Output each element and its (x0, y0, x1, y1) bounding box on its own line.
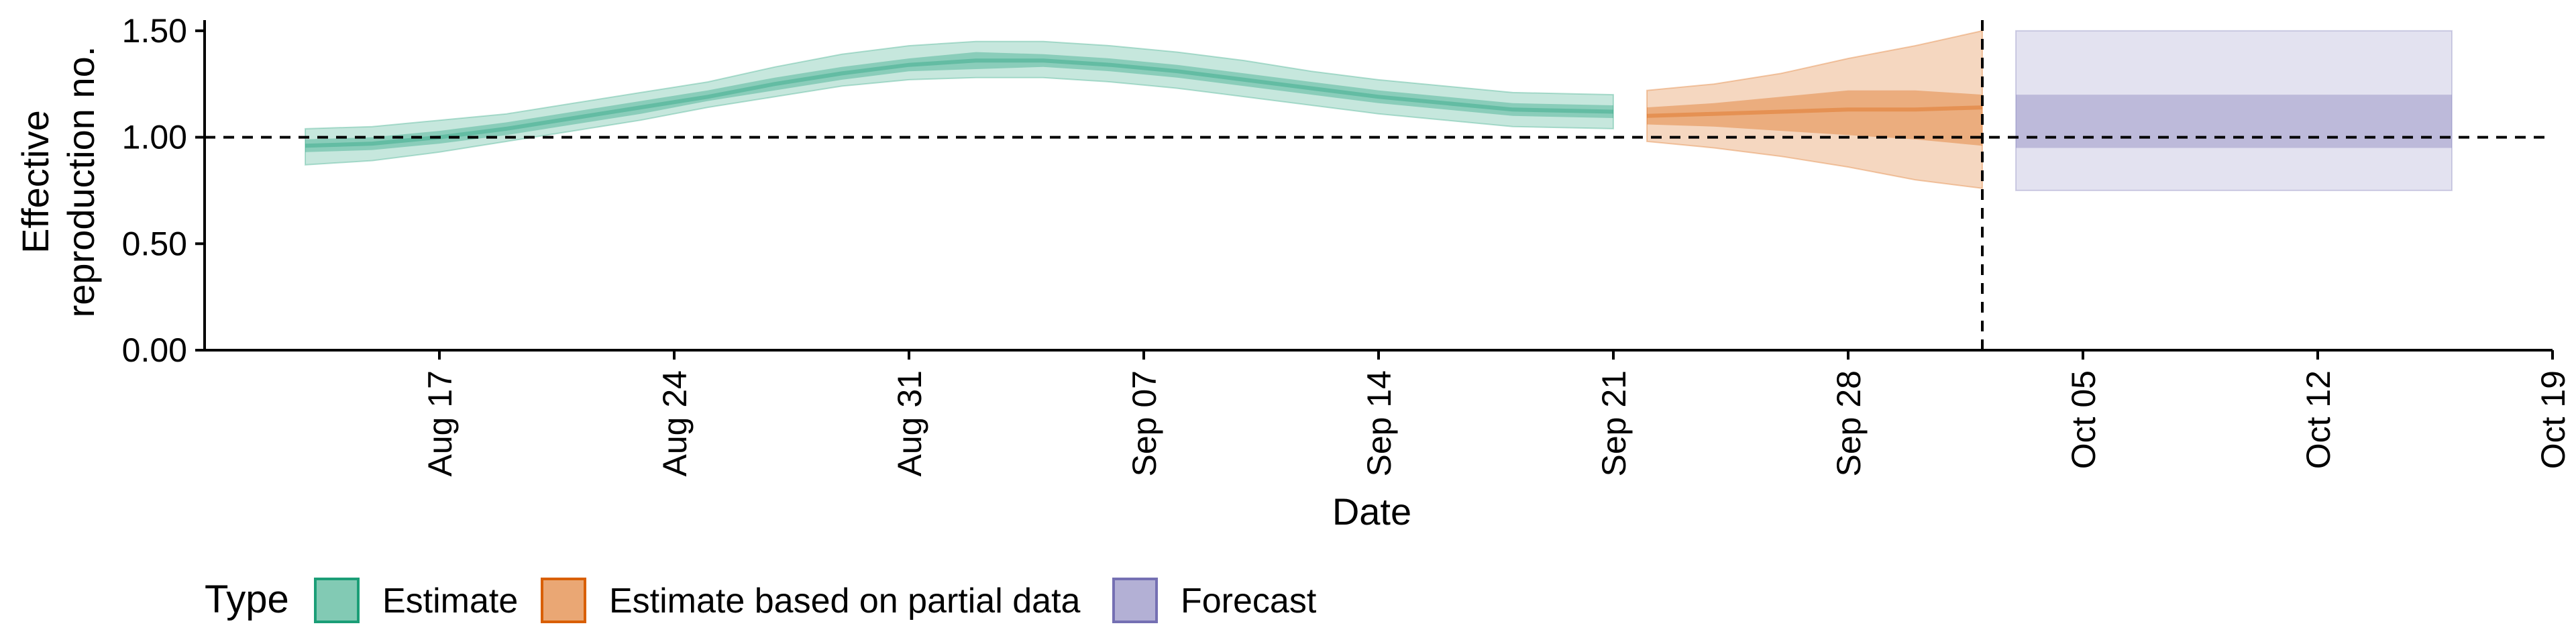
estimate-based-on-partial-data-band-50 (1647, 90, 1982, 146)
axes: 0.00 0.50 1.00 1.50 Aug 17 Aug 24 Aug 31 Sep 07… (122, 12, 2572, 477)
y-axis-title: Effectivereproduction no. (14, 46, 102, 318)
x-tick-label-6: Sep 28 (1830, 370, 1868, 476)
y-tick-label-0: 0.00 (122, 331, 187, 369)
y-axis-title-line-0: Effective (14, 110, 56, 254)
x-tick-label-0: Aug 17 (421, 370, 459, 476)
legend-label-forecast: Forecast (1181, 582, 1317, 621)
y-tick-label-3: 1.50 (122, 12, 187, 50)
x-tick-label-7: Oct 05 (2065, 370, 2102, 469)
axis-labels: Date Effectivereproduction no. (14, 46, 1411, 533)
x-tick-label-1: Aug 24 (656, 370, 694, 476)
estimate-based-on-partial-data-median-line (1646, 105, 1983, 118)
y-axis-title-line-1: reproduction no. (60, 46, 102, 318)
legend-swatch-forecast (1112, 578, 1158, 623)
legend-swatch-estimate (314, 578, 360, 623)
x-tick-label-8: Oct 12 (2300, 370, 2337, 469)
x-tick-label-3: Sep 07 (1126, 370, 1163, 476)
reference-lines (205, 20, 2553, 350)
legend-swatch-estimate-based-on-partial-data (541, 578, 586, 623)
estimate-median-line (305, 58, 1614, 148)
legend: Type Estimate Estimate based on partial da… (205, 578, 1317, 623)
legend-label-estimate: Estimate (382, 582, 518, 621)
y-tick-label-1: 0.50 (122, 225, 187, 262)
estimate-band-90 (305, 40, 1614, 166)
y-tick-label-2: 1.00 (122, 119, 187, 156)
x-axis-title: Date (1332, 490, 1411, 533)
series-bands (305, 30, 2453, 191)
legend-title: Type (205, 578, 289, 621)
forecast-band-50 (2016, 95, 2452, 148)
x-tick-label-4: Sep 14 (1360, 370, 1398, 476)
estimate-based-on-partial-data-band-90 (1646, 30, 1983, 189)
x-tick-label-9: Oct 19 (2534, 370, 2572, 469)
estimate-band-50 (305, 52, 1613, 152)
x-tick-label-5: Sep 21 (1595, 370, 1633, 476)
x-tick-label-2: Aug 31 (891, 370, 928, 476)
legend-label-estimate-based-on-partial-data: Estimate based on partial data (609, 582, 1081, 621)
